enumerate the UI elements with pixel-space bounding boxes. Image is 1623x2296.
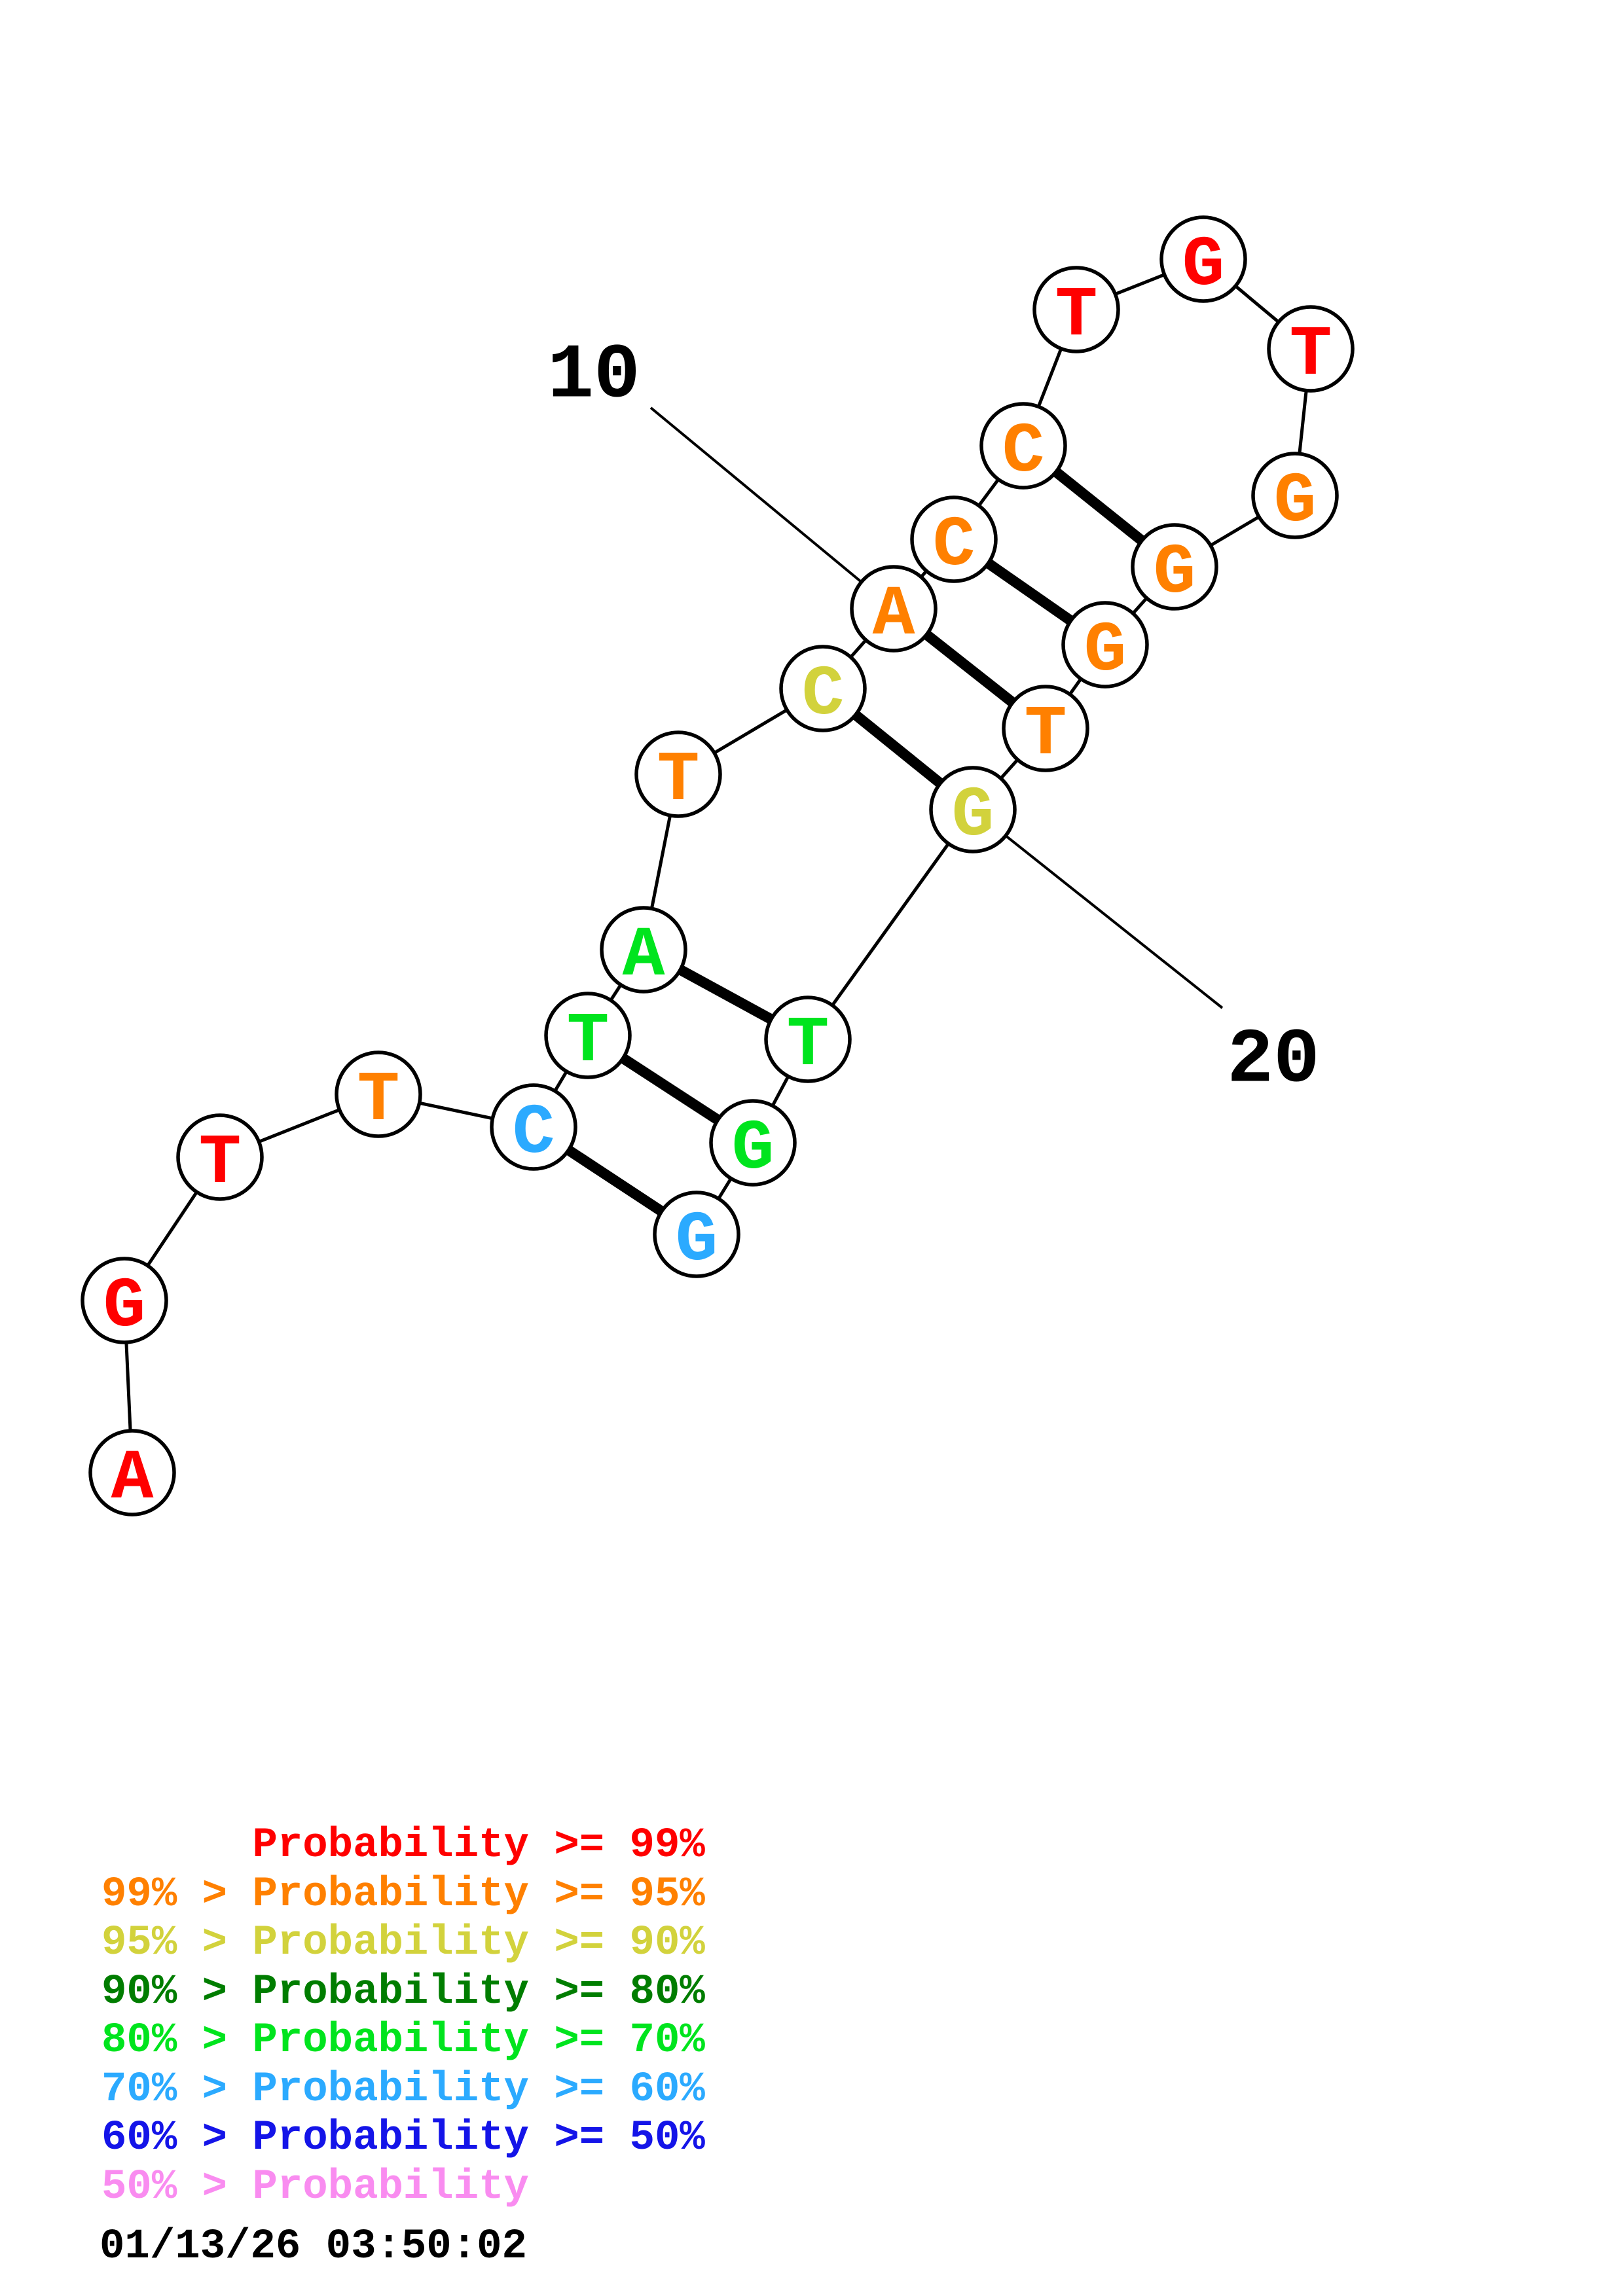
sequence-position-labels: 10 20 <box>547 332 1320 1104</box>
nucleotide-circle <box>850 565 938 653</box>
nucleotide-circle <box>490 1083 577 1171</box>
legend-line-prob-90-95: 95% > Probability >= 90% <box>101 1920 705 1967</box>
legend-line-prob-ge-99: Probability >= 99% <box>101 1822 705 1869</box>
nucleotide-circle <box>779 645 867 732</box>
nucleotide-letter: G <box>1154 533 1196 613</box>
nucleotide-circle <box>1032 266 1120 353</box>
nucleotide-letter: T <box>1290 315 1332 395</box>
nucleotide-letter: G <box>676 1201 718 1281</box>
nucleotide-letter: A <box>623 916 665 996</box>
nucleotide-letter: C <box>513 1094 555 1174</box>
nucleotide-circle <box>1159 215 1247 303</box>
sequence-position-label: 20 <box>1227 1017 1320 1104</box>
nucleotide-letter: T <box>787 1006 830 1086</box>
nucleotide-circle <box>335 1050 422 1138</box>
nucleotide-circle <box>764 996 852 1083</box>
nucleotide-letter: G <box>952 776 994 856</box>
nucleotide-letter: G <box>1084 611 1127 691</box>
nucleotide-circle <box>1267 305 1355 393</box>
nucleotide-circle <box>600 906 687 994</box>
sequence-position-label: 10 <box>547 332 640 420</box>
nucleotide-circle <box>176 1113 264 1201</box>
nucleotide-letter: T <box>567 1002 610 1082</box>
base-pair-bonds <box>530 441 1178 1239</box>
nucleotide-circle <box>88 1429 176 1516</box>
nucleotide-circle <box>544 992 632 1079</box>
nucleotide-letter: T <box>357 1061 400 1141</box>
nucleotide-circle <box>653 1191 740 1278</box>
nucleotide-letter: A <box>873 575 915 655</box>
backbone-bonds <box>122 257 1313 1473</box>
nucleotide-circle <box>81 1257 168 1344</box>
backbone-bond-line <box>806 808 975 1041</box>
nucleotide-circle <box>634 730 722 818</box>
nucleotide-letter: T <box>1025 695 1067 775</box>
nucleotide-letter: T <box>657 741 700 821</box>
nucleotide-letter: T <box>199 1124 242 1204</box>
nucleotide-circle <box>1002 685 1089 772</box>
nucleotide-letter: T <box>1055 276 1098 356</box>
nucleotide-letter: G <box>732 1109 775 1189</box>
nucleotide-letter: G <box>1182 226 1225 306</box>
nucleotide-letter: G <box>1274 462 1317 542</box>
nucleotide-circle <box>709 1099 797 1187</box>
nucleotide-circle <box>1251 452 1339 539</box>
position-label-leader-line <box>972 808 1224 1009</box>
nucleotide-circle <box>929 766 1017 853</box>
plot-timestamp: 01/13/26 03:50:02 <box>100 2223 527 2270</box>
legend-line-prob-50-60: 60% > Probability >= 50% <box>101 2115 705 2162</box>
nucleotide-circle <box>910 495 998 583</box>
nucleotide-letter: A <box>111 1439 154 1519</box>
nucleotide-circle <box>1061 601 1149 689</box>
legend-line-prob-80-90: 90% > Probability >= 80% <box>101 1968 705 2016</box>
legend-line-prob-95-99: 99% > Probability >= 95% <box>101 1871 705 1918</box>
nucleotide-letter: G <box>103 1267 146 1347</box>
nucleotide-letter: C <box>933 506 976 586</box>
legend-line-prob-60-70: 70% > Probability >= 60% <box>101 2066 705 2113</box>
legend-line-prob-70-80: 80% > Probability >= 70% <box>101 2017 705 2064</box>
nucleotide-letter: C <box>1002 412 1045 492</box>
label-leader-lines <box>649 406 1224 1009</box>
legend-line-prob-lt-50: 50% > Probability <box>101 2163 529 2211</box>
nucleotide-circle <box>1131 523 1218 611</box>
nucleotide-circle <box>979 402 1067 490</box>
position-label-leader-line <box>649 406 895 610</box>
nucleotide-letter: C <box>802 655 845 735</box>
